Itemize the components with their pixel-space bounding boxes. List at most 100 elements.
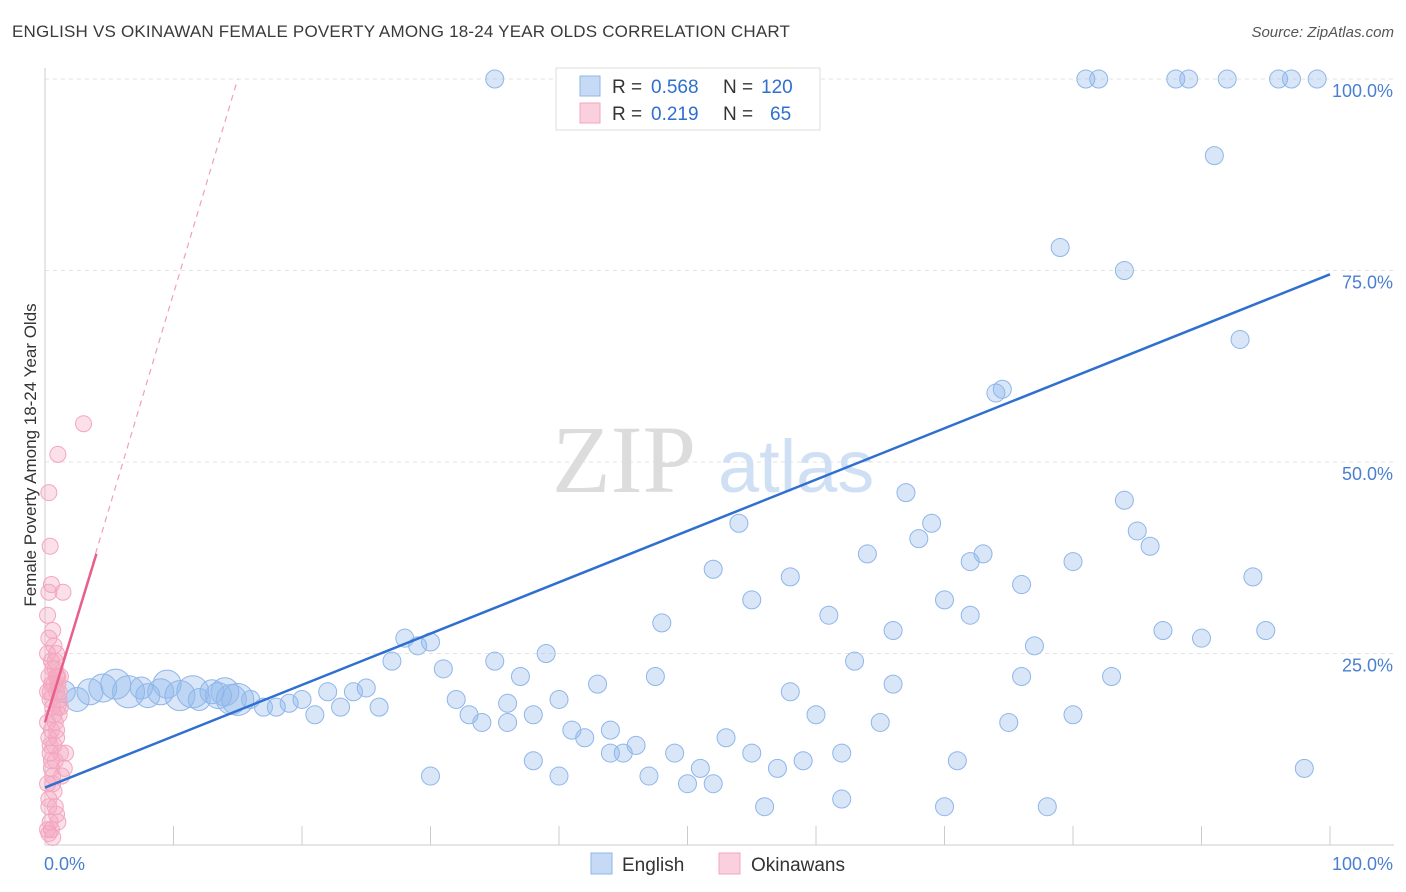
english-point: [305, 705, 325, 725]
watermark-zip: ZIP: [552, 406, 696, 513]
english-point: [446, 689, 466, 709]
x-tick-label-0: 0.0%: [44, 854, 85, 874]
english-point: [1256, 621, 1276, 641]
legend-r-value-okinawan: 0.219: [651, 104, 699, 125]
english-point: [292, 689, 312, 709]
english-point: [433, 659, 453, 679]
english-point: [857, 544, 877, 564]
english-point: [600, 743, 620, 763]
english-point: [187, 687, 211, 711]
legend-swatch-english: [579, 75, 601, 97]
okinawan-point: [75, 415, 93, 433]
legend-swatch-okinawan: [579, 102, 601, 124]
english-point: [1294, 758, 1314, 778]
english-point: [935, 797, 954, 817]
english-point: [1012, 575, 1032, 595]
english-point: [780, 682, 800, 702]
english-point: [1153, 621, 1173, 641]
english-point: [266, 697, 286, 717]
y-tick-labels: 25.0% 50.0% 75.0% 100.0%: [1332, 81, 1393, 676]
english-point: [767, 758, 787, 778]
english-point: [1114, 490, 1134, 510]
y-tick-label-2: 75.0%: [1342, 273, 1393, 293]
english-point: [1307, 69, 1327, 89]
y-axis-label: Female Poverty Among 18-24 Year Olds: [21, 303, 40, 606]
english-point: [703, 774, 723, 794]
english-point: [909, 529, 929, 549]
english-point: [883, 674, 903, 694]
english-point: [421, 766, 440, 786]
english-point: [1127, 521, 1147, 541]
english-point: [1024, 636, 1044, 656]
english-points: [52, 69, 1327, 817]
bottom-legend-label-okinawan: Okinawans: [751, 855, 845, 876]
legend-n-label-okinawan: N =: [723, 104, 753, 125]
legend-n-value-english: 120: [761, 77, 793, 98]
source-credit: Source: ZipAtlas.com: [1251, 24, 1394, 41]
legend-r-value-english: 0.568: [651, 77, 699, 98]
english-point: [883, 621, 903, 641]
okinawan-point: [40, 790, 58, 808]
y-tick-label-0: 25.0%: [1342, 656, 1393, 676]
english-point: [152, 669, 182, 699]
english-point: [652, 613, 672, 633]
chart-title: ENGLISH VS OKINAWAN FEMALE POVERTY AMONG…: [12, 22, 791, 41]
okinawan-point: [49, 445, 67, 463]
legend-r-label-okinawan: R =: [612, 104, 642, 125]
bottom-legend: English Okinawans: [590, 852, 845, 876]
bottom-legend-swatch-english: [590, 852, 613, 875]
english-point: [922, 513, 942, 533]
english-point: [343, 682, 363, 702]
english-point: [1102, 666, 1122, 686]
english-point: [1012, 666, 1032, 686]
english-point: [832, 789, 852, 809]
english-point: [1063, 705, 1083, 725]
english-point: [806, 705, 826, 725]
english-point: [331, 697, 351, 717]
english-point: [485, 69, 505, 89]
legend-n-label-english: N =: [723, 77, 753, 98]
english-point: [510, 666, 530, 686]
english-point: [1281, 69, 1301, 89]
english-point: [935, 590, 954, 610]
english-point: [64, 686, 90, 712]
english-point: [600, 720, 620, 740]
x-tick-label-1: 100.0%: [1332, 854, 1393, 874]
english-point: [523, 705, 543, 725]
english-point: [819, 605, 839, 625]
english-point: [472, 712, 492, 732]
y-tick-label-1: 50.0%: [1342, 464, 1393, 484]
english-point: [973, 544, 993, 564]
english-point: [639, 766, 659, 786]
okinawan-point: [46, 752, 64, 770]
english-point: [678, 774, 697, 794]
english-point: [575, 728, 595, 748]
okinawan-point: [45, 736, 63, 754]
x-tick-labels: 0.0% 100.0%: [44, 854, 1393, 874]
english-point: [1230, 329, 1250, 349]
axes: [44, 68, 1394, 846]
okinawan-point: [41, 537, 59, 555]
english-point: [88, 673, 118, 703]
english-point: [498, 712, 518, 732]
english-point: [896, 483, 916, 503]
english-point: [992, 379, 1012, 399]
trend-lines: [43, 78, 1331, 789]
okinawan-point: [41, 736, 59, 754]
english-point: [523, 751, 543, 771]
english-point: [1179, 69, 1199, 89]
english-point: [793, 751, 813, 771]
english-point: [164, 680, 196, 712]
english-point: [870, 712, 890, 732]
bottom-legend-swatch-okinawan: [718, 852, 741, 875]
english-point: [498, 693, 518, 713]
english-point: [645, 666, 665, 686]
y-tick-label-3: 100.0%: [1332, 81, 1393, 101]
english-point: [369, 697, 389, 717]
english-point: [382, 651, 402, 671]
english-point: [665, 743, 685, 763]
english-point: [588, 674, 608, 694]
english-point: [755, 797, 775, 817]
english-point: [780, 567, 800, 587]
english-point: [742, 743, 762, 763]
